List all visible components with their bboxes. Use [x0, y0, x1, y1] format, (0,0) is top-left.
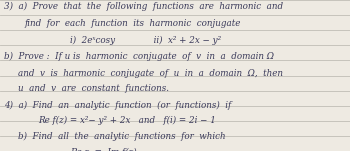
- Text: b)  Prove :  If u is  harmonic  conjugate  of  v  in  a  domain Ω: b) Prove : If u is harmonic conjugate of…: [4, 52, 274, 61]
- Text: 4)  a)  Find  an  analytic  function  (or  functions)  if: 4) a) Find an analytic function (or func…: [4, 100, 231, 109]
- Text: b)  Find  all  the  analytic  functions  for  which: b) Find all the analytic functions for w…: [18, 132, 225, 141]
- Text: and  v  is  harmonic  conjugate  of  u  in  a  domain  Ω,  then: and v is harmonic conjugate of u in a do…: [18, 69, 282, 78]
- Text: i)  2eˣcosy              ii)  x² + 2x − y²: i) 2eˣcosy ii) x² + 2x − y²: [70, 35, 221, 45]
- Text: Re f(z) = x²− y² + 2x   and   f(i) = 2i − 1: Re f(z) = x²− y² + 2x and f(i) = 2i − 1: [38, 116, 216, 125]
- Text: u  and  v  are  constant  functions.: u and v are constant functions.: [18, 84, 168, 93]
- Text: 3)  a)  Prove  that  the  following  functions  are  harmonic  and: 3) a) Prove that the following functions…: [4, 2, 284, 11]
- Text: Re z  =  Im f(z): Re z = Im f(z): [70, 148, 136, 151]
- Text: find  for  each  function  its  harmonic  conjugate: find for each function its harmonic conj…: [25, 19, 241, 28]
